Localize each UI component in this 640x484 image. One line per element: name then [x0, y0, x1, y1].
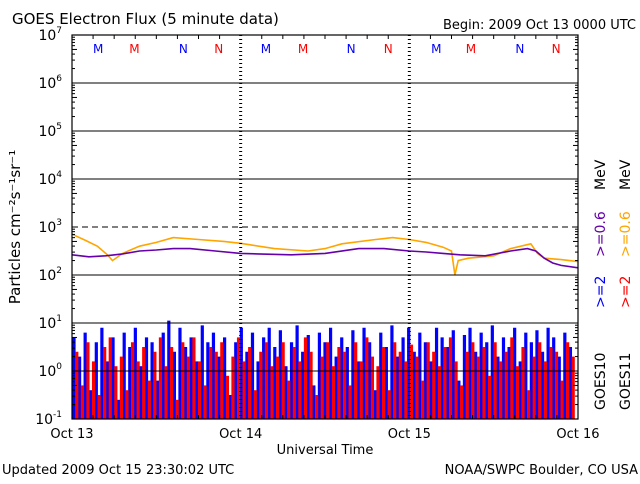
x-axis-label: Universal Time	[277, 443, 374, 458]
mn-marker: N	[384, 42, 393, 56]
x-tick-label: Oct 16	[556, 427, 599, 442]
plot-frame	[71, 34, 579, 420]
y-tick-base: 10	[38, 28, 56, 44]
y-tick-exp: -1	[53, 410, 62, 420]
y-tick-exp: 6	[56, 74, 62, 84]
x-tick-label: Oct 14	[219, 427, 262, 442]
y-tick-base: 10	[38, 76, 56, 92]
begin-label: Begin: 2009 Oct 13 0000 UTC	[443, 18, 636, 33]
y-tick-base: 10	[38, 364, 56, 380]
mn-marker: M	[466, 42, 476, 56]
y-tick-exp: 5	[56, 122, 62, 132]
legend-goes10-lo: >=0.6	[593, 211, 609, 257]
legend-goes11-sat: GOES11	[618, 353, 634, 410]
mn-marker: M	[129, 42, 139, 56]
legend-goes11: GOES11 >=2 >=0.6 MeV	[618, 159, 634, 410]
mn-marker: M	[298, 42, 308, 56]
y-tick-base: 10	[35, 412, 53, 428]
y-tick-base: 10	[38, 220, 56, 236]
y-tick-label: 105	[38, 122, 62, 140]
legend-goes10: GOES10 >=2 >=0.6 MeV	[593, 159, 609, 410]
y-tick-base: 10	[38, 172, 56, 188]
legend-goes11-unit: MeV	[618, 159, 634, 190]
mn-marker: N	[179, 42, 188, 56]
mn-marker: N	[515, 42, 524, 56]
y-tick-label: 106	[38, 74, 62, 92]
x-tick-label: Oct 15	[388, 427, 431, 442]
y-tick-exp: 2	[56, 266, 62, 276]
mn-marker: M	[93, 42, 103, 56]
y-tick-exp: 3	[56, 218, 62, 228]
y-tick-label: 104	[38, 170, 62, 188]
legend-goes10-hi: >=2	[593, 276, 609, 308]
y-tick-label: 107	[38, 26, 62, 44]
y-axis-label: Particles cm⁻²s⁻¹sr⁻¹	[6, 150, 24, 304]
y-tick-label: 10-1	[35, 410, 62, 428]
legend-goes10-unit: MeV	[593, 159, 609, 190]
y-tick-label: 103	[38, 218, 62, 236]
mn-marker: M	[431, 42, 441, 56]
y-tick-label: 100	[38, 362, 62, 380]
y-tick-base: 10	[38, 316, 56, 332]
mn-marker: N	[552, 42, 561, 56]
footer-updated: Updated 2009 Oct 15 23:30:02 UTC	[2, 463, 234, 478]
legend-goes10-sat: GOES10	[593, 353, 609, 410]
chart-title: GOES Electron Flux (5 minute data)	[12, 10, 279, 28]
y-tick-exp: 1	[56, 314, 62, 324]
series-line-0	[71, 233, 579, 276]
mn-marker: N	[347, 42, 356, 56]
y-tick-label: 101	[38, 314, 62, 332]
mn-marker: N	[214, 42, 223, 56]
y-tick-base: 10	[38, 268, 56, 284]
y-tick-exp: 4	[56, 170, 62, 180]
series-line-1	[71, 247, 579, 269]
y-tick-exp: 0	[56, 362, 62, 372]
legend-goes11-hi: >=2	[618, 276, 634, 308]
y-tick-exp: 7	[56, 26, 62, 36]
y-tick-label: 102	[38, 266, 62, 284]
mn-marker: M	[261, 42, 271, 56]
legend-goes11-lo: >=0.6	[618, 211, 634, 257]
footer-source: NOAA/SWPC Boulder, CO USA	[445, 463, 638, 478]
y-tick-base: 10	[38, 124, 56, 140]
x-tick-label: Oct 13	[50, 427, 93, 442]
